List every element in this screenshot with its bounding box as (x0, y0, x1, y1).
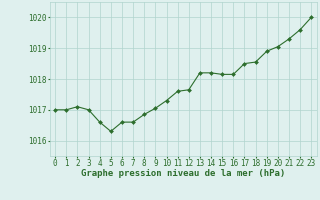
X-axis label: Graphe pression niveau de la mer (hPa): Graphe pression niveau de la mer (hPa) (81, 169, 285, 178)
